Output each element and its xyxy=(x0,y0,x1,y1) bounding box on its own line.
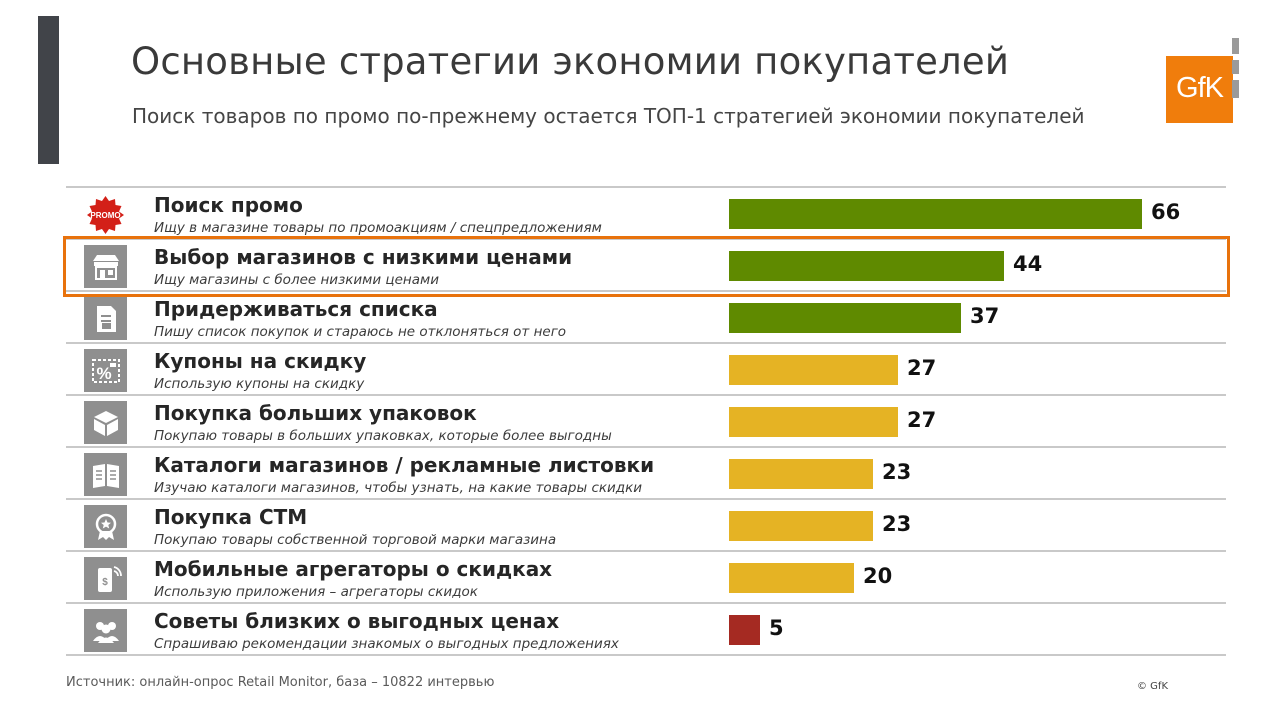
category-label: Купоны на скидку xyxy=(154,349,367,373)
bar xyxy=(729,199,1142,229)
value-label: 37 xyxy=(970,304,1000,328)
value-label: 66 xyxy=(1151,200,1181,224)
row-separator xyxy=(66,654,1226,656)
row-separator xyxy=(66,446,1226,448)
copyright: © GfK xyxy=(1137,681,1169,692)
chart-row: % Купоны на скидку Использую купоны на ски… xyxy=(66,343,1226,395)
value-label: 20 xyxy=(863,564,893,588)
category-description: Ищу в магазине товары по промоакциям / с… xyxy=(154,220,602,236)
category-description: Ищу магазины с более низкими ценами xyxy=(154,272,439,288)
category-description: Покупаю товары в больших упаковках, кото… xyxy=(154,428,612,444)
promo-badge-icon: PROMO xyxy=(84,193,127,236)
bar xyxy=(729,459,873,489)
category-description: Изучаю каталоги магазинов, чтобы узнать,… xyxy=(154,480,643,496)
row-separator xyxy=(66,186,1226,188)
coupon-percent-icon: % xyxy=(84,349,127,392)
source-note: Источник: онлайн-опрос Retail Monitor, б… xyxy=(66,675,495,690)
value-label: 23 xyxy=(882,512,912,536)
category-label: Поиск промо xyxy=(154,193,303,217)
svg-text:%: % xyxy=(96,364,111,383)
category-description: Использую купоны на скидку xyxy=(154,376,365,392)
category-description: Использую приложения – агрегаторы скидок xyxy=(154,584,478,600)
category-label: Советы близких о выгодных ценах xyxy=(154,609,560,633)
category-label: Мобильные агрегаторы о скидках xyxy=(154,557,553,581)
people-icon xyxy=(84,609,127,652)
svg-text:PROMO: PROMO xyxy=(90,211,120,220)
bar xyxy=(729,563,854,593)
page-title: Основные стратегии экономии покупателей xyxy=(131,40,1010,83)
category-label: Выбор магазинов с низкими ценами xyxy=(154,245,573,269)
page-subtitle: Поиск товаров по промо по-прежнему остае… xyxy=(132,104,1085,128)
chart-row: Покупка больших упаковок Покупаю товары в… xyxy=(66,395,1226,447)
shopping-list-icon xyxy=(84,297,127,340)
bar xyxy=(729,251,1004,281)
bar xyxy=(729,407,898,437)
value-label: 27 xyxy=(907,408,937,432)
row-separator xyxy=(66,342,1226,344)
chart-row: Покупка СТМ Покупаю товары собственной то… xyxy=(66,499,1226,551)
category-label: Каталоги магазинов / рекламные листовки xyxy=(154,453,655,477)
row-separator xyxy=(66,290,1226,292)
chart-row: PROMO Поиск промо Ищу в магазине товары по… xyxy=(66,187,1226,239)
row-separator xyxy=(66,498,1226,500)
category-description: Пишу список покупок и стараюсь не отклон… xyxy=(154,324,567,340)
catalog-icon xyxy=(84,453,127,496)
category-description: Покупаю товары собственной торговой марк… xyxy=(154,532,557,548)
row-separator xyxy=(66,394,1226,396)
row-separator xyxy=(66,602,1226,604)
highlight-frame xyxy=(63,236,1230,297)
gfk-logo-text: GfK xyxy=(1176,72,1224,104)
chart-row: Каталоги магазинов / рекламные листовки И… xyxy=(66,447,1226,499)
value-label: 5 xyxy=(769,616,784,640)
row-separator xyxy=(66,550,1226,552)
chart-row: Выбор магазинов с низкими ценами Ищу мага… xyxy=(66,239,1226,291)
private-label-icon xyxy=(84,505,127,548)
chart-row: Советы близких о выгодных ценах Спрашиваю… xyxy=(66,603,1226,655)
row-separator xyxy=(66,238,1226,240)
svg-text:$: $ xyxy=(102,577,108,588)
value-label: 44 xyxy=(1013,252,1043,276)
mobile-discount-icon: $ xyxy=(84,557,127,600)
chart-row: Придерживаться списка Пишу список покупок… xyxy=(66,291,1226,343)
gfk-logo: GfK xyxy=(1166,56,1233,123)
bar xyxy=(729,615,760,645)
box-icon xyxy=(84,401,127,444)
category-label: Покупка больших упаковок xyxy=(154,401,477,425)
bar xyxy=(729,355,898,385)
accent-bar xyxy=(38,16,59,164)
bar xyxy=(729,511,873,541)
value-label: 27 xyxy=(907,356,937,380)
value-label: 23 xyxy=(882,460,912,484)
category-label: Придерживаться списка xyxy=(154,297,438,321)
logo-decoration xyxy=(1232,38,1240,98)
category-description: Спрашиваю рекомендации знакомых о выгодн… xyxy=(154,636,619,652)
storefront-icon xyxy=(84,245,127,288)
bar xyxy=(729,303,961,333)
chart-row: $ Мобильные агрегаторы о скидках Использую… xyxy=(66,551,1226,603)
category-label: Покупка СТМ xyxy=(154,505,308,529)
